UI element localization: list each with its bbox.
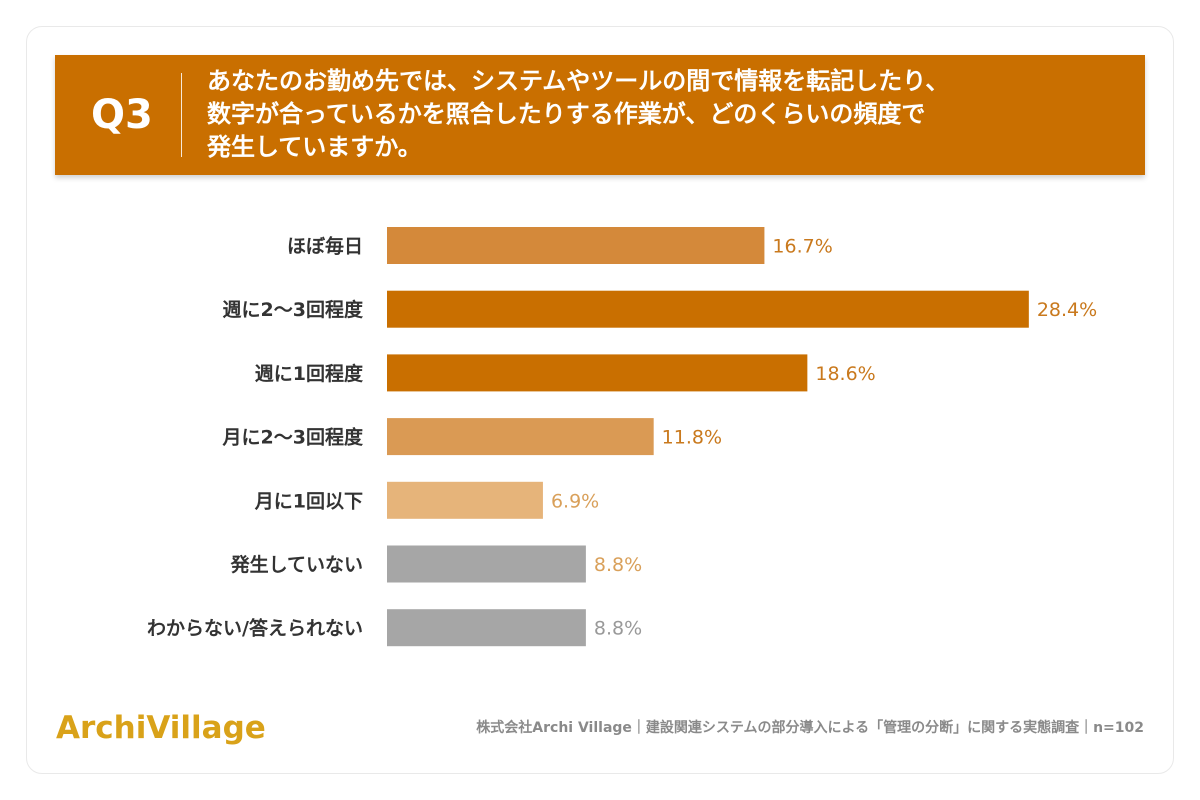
question-banner: Q3 あなたのお勤め先では、システムやツールの間で情報を転記したり、 数字が合っ… — [55, 55, 1145, 175]
bar-5 — [387, 545, 586, 583]
value-label-0: 16.7% — [772, 236, 832, 258]
bar-6 — [387, 609, 586, 647]
survey-source-note: 株式会社Archi Village｜建設関連システムの部分導入による「管理の分断… — [476, 720, 1144, 736]
category-label-1: 週に2～3回程度 — [223, 298, 364, 321]
value-label-1: 28.4% — [1037, 299, 1097, 321]
value-label-4: 6.9% — [551, 490, 599, 512]
value-label-5: 8.8% — [594, 554, 642, 576]
category-label-0: ほぼ毎日 — [287, 235, 363, 258]
bar-2 — [387, 354, 808, 392]
category-label-5: 発生していない — [230, 553, 363, 576]
archivillage-logo: ArchiVillage — [56, 710, 266, 746]
question-line-1: あなたのお勤め先では、システムやツールの間で情報を転記したり、 — [207, 67, 950, 95]
value-label-2: 18.6% — [815, 363, 875, 385]
category-label-4: 月に1回以下 — [254, 490, 363, 512]
question-text: あなたのお勤め先では、システムやツールの間で情報を転記したり、 数字が合っている… — [207, 65, 1127, 164]
bar-4 — [387, 481, 543, 519]
question-line-2: 数字が合っているかを照合したりする作業が、どのくらいの頻度で — [207, 100, 926, 128]
value-label-6: 8.8% — [594, 618, 642, 640]
question-line-3: 発生していますか。 — [207, 133, 422, 161]
category-label-2: 週に1回程度 — [255, 362, 364, 385]
bar-3 — [387, 418, 654, 456]
question-number: Q3 — [91, 92, 153, 138]
value-label-3: 11.8% — [662, 427, 722, 449]
bar-1 — [387, 290, 1029, 328]
category-label-3: 月に2～3回程度 — [222, 426, 364, 449]
question-divider — [181, 73, 182, 157]
category-label-6: わからない/答えられない — [147, 617, 363, 640]
bar-0 — [387, 227, 765, 264]
